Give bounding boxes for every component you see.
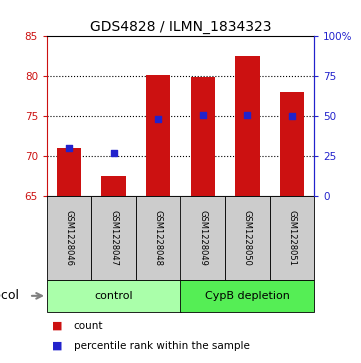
Bar: [91, 196, 136, 280]
Text: count: count: [74, 321, 103, 331]
Title: GDS4828 / ILMN_1834323: GDS4828 / ILMN_1834323: [90, 20, 271, 34]
Bar: [57, 148, 82, 196]
Text: GSM1228050: GSM1228050: [243, 210, 252, 266]
Text: ■: ■: [52, 341, 63, 351]
Point: [155, 117, 161, 122]
Text: GSM1228048: GSM1228048: [154, 210, 163, 266]
Text: GSM1228047: GSM1228047: [109, 210, 118, 266]
Text: GSM1228046: GSM1228046: [65, 210, 74, 266]
Bar: [47, 280, 180, 312]
Text: ■: ■: [52, 321, 63, 331]
Point: [244, 112, 250, 118]
Text: percentile rank within the sample: percentile rank within the sample: [74, 341, 249, 351]
Bar: [235, 56, 260, 196]
Bar: [270, 196, 314, 280]
Bar: [225, 196, 270, 280]
Text: GSM1228051: GSM1228051: [287, 210, 296, 266]
Bar: [180, 280, 314, 312]
Text: CypB depletion: CypB depletion: [205, 291, 290, 301]
Point: [111, 150, 117, 156]
Bar: [191, 77, 215, 196]
Point: [200, 112, 206, 118]
Bar: [180, 196, 225, 280]
Text: control: control: [95, 291, 133, 301]
Point: [66, 145, 72, 151]
Bar: [279, 92, 304, 196]
Bar: [136, 196, 180, 280]
Bar: [101, 176, 126, 196]
Text: protocol: protocol: [0, 289, 20, 302]
Point: [289, 113, 295, 119]
Bar: [47, 196, 91, 280]
Text: GSM1228049: GSM1228049: [198, 210, 207, 266]
Bar: [146, 75, 170, 196]
